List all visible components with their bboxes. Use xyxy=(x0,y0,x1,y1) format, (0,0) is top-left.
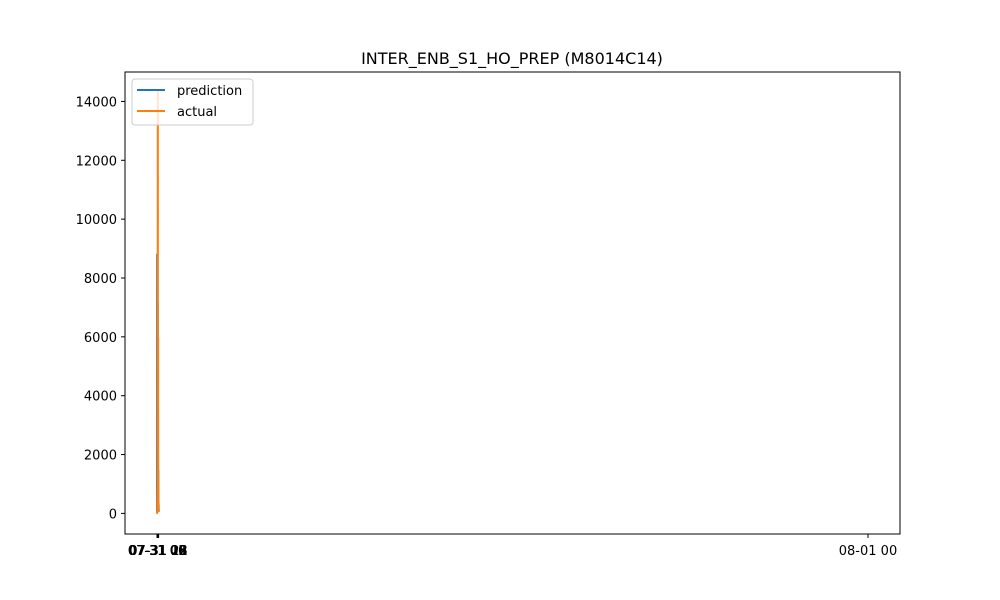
x-tick-label: 07-31 21 xyxy=(129,544,187,559)
x-tick-label: 07-31 00 xyxy=(128,544,186,559)
x-tick-label: 07-31 15 xyxy=(129,544,187,559)
y-tick-label: 8000 xyxy=(84,272,117,287)
legend-label-prediction: prediction xyxy=(177,84,242,99)
legend-label-actual: actual xyxy=(177,105,217,120)
x-tick-label: 07-31 06 xyxy=(128,544,186,559)
y-tick-label: 2000 xyxy=(84,449,117,464)
x-tick-label: 07-31 12 xyxy=(129,544,187,559)
x-tick-label: 07-31 18 xyxy=(129,544,187,559)
y-tick-label: 4000 xyxy=(84,390,117,405)
x-tick-label: 07-31 03 xyxy=(128,544,186,559)
y-tick-label: 10000 xyxy=(76,213,117,228)
y-tick-label: 14000 xyxy=(76,95,117,110)
y-tick-label: 12000 xyxy=(76,154,117,169)
series-line-actual xyxy=(156,90,160,515)
x-tick-label: 07-31 09 xyxy=(128,544,186,559)
x-tick-label: 08-01 00 xyxy=(839,544,897,559)
plot-frame xyxy=(124,71,901,535)
plot-area: 0 2000 4000 6000 8000 10000 12000 14000 07-31 00… xyxy=(76,90,897,559)
legend: prediction actual xyxy=(131,78,254,126)
chart-title: INTER_ENB_S1_HO_PREP (M8014C14) xyxy=(361,49,663,69)
y-tick-label: 0 xyxy=(109,507,117,522)
y-tick-label: 6000 xyxy=(84,331,117,346)
